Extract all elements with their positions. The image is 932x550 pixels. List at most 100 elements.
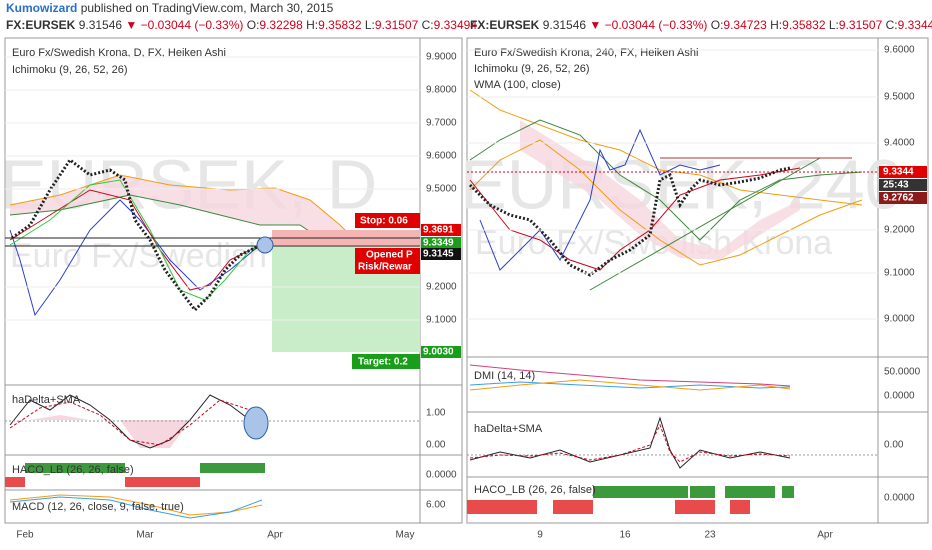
adx: [469, 364, 791, 387]
pane-axis: 0.00: [426, 440, 446, 451]
frame: [466, 37, 929, 524]
pane-axis: 0.00: [884, 440, 904, 451]
price-tick: 9.5000: [884, 92, 915, 103]
haco-down: [553, 500, 593, 514]
price-tick: 9.0000: [884, 314, 915, 325]
candles: [11, 157, 266, 313]
pane-label: DMI (14, 14): [474, 370, 535, 382]
haco-up: [725, 486, 775, 498]
time-tick: Apr: [267, 530, 283, 541]
time-tick: 16: [619, 530, 631, 541]
haco-down: [125, 477, 200, 487]
price-tag: [879, 179, 927, 191]
kijun: [469, 119, 863, 241]
sma: [9, 399, 263, 446]
price-tag: [421, 248, 461, 260]
target-box: [352, 354, 420, 369]
price-tick: 9.2000: [426, 282, 457, 293]
pane-axis: 1.00: [426, 408, 446, 419]
span-a: [9, 174, 366, 251]
pane-axis: 0.0000: [884, 493, 915, 504]
pane-label: haDelta+SMA: [474, 423, 543, 435]
price-tick: 9.2000: [884, 225, 915, 236]
indicator: WMA (100, close): [474, 79, 561, 91]
pane-axis: 6.00: [426, 500, 446, 511]
haco-up: [200, 463, 265, 473]
time-tick: Mar: [136, 530, 154, 541]
watermark: EURSEK, 240: [460, 145, 904, 223]
header: Kumowizard published on TradingView.com,…: [6, 1, 334, 15]
price-tag: [879, 166, 927, 178]
time-tick: Feb: [16, 530, 34, 541]
chart-title: Euro Fx/Swedish Krona, D, FX, Heiken Ash…: [12, 47, 226, 59]
marker: [256, 236, 274, 254]
target-price: 9.0030: [423, 347, 454, 358]
haco-up: [690, 486, 715, 498]
marker: [243, 406, 269, 440]
pane-axis: 50.0000: [884, 367, 921, 378]
haco-up: [782, 486, 794, 498]
span-a: [469, 89, 863, 206]
hadelta: [9, 394, 263, 449]
right-chart: EURSEK, 240 Euro Fx/Swedish Krona Euro F…: [460, 37, 929, 541]
pane-axis: 0.0000: [884, 391, 915, 402]
stop-price: 9.3691: [423, 225, 454, 236]
pane-label: HACO_LB (26, 26, false): [12, 464, 134, 476]
quote-left: FX:EURSEK 9.31546 ▼ −0.03044 (−0.33%) O:…: [6, 18, 477, 32]
stop-box: [355, 213, 420, 228]
price-tick: 9.9000: [426, 52, 457, 63]
left-chart: EURSEK, D Euro Fx/Swedish Krona Euro Fx/…: [0, 37, 463, 541]
price-tick: 9.4000: [884, 138, 915, 149]
time-tick: Apr: [817, 530, 833, 541]
price-tag: [421, 224, 461, 236]
haco-down: [5, 477, 25, 487]
kumo: [520, 120, 800, 260]
tenkan: [469, 167, 801, 271]
haco-down: [467, 500, 537, 514]
target-label: Target: 0.2: [358, 357, 408, 368]
span-b: [469, 139, 863, 266]
price-tick: 9.7000: [426, 118, 457, 129]
pane-label: MACD (12, 26, close, 9, false, true): [12, 501, 184, 513]
macd: [9, 496, 263, 519]
time-tick: 23: [704, 530, 716, 541]
frame: [4, 37, 463, 524]
price-tag: [421, 237, 461, 249]
di-minus: [469, 379, 791, 391]
pane-axis: 0.0000: [426, 470, 457, 481]
haco-up: [593, 486, 688, 498]
haco-up: [25, 463, 125, 473]
hadelta: [469, 416, 791, 469]
price-tick: 9.8000: [426, 85, 457, 96]
published: published on TradingView.com, March 30, …: [81, 1, 334, 15]
chikou: [479, 128, 721, 271]
price-tag: [879, 192, 927, 204]
delta-area: [10, 415, 190, 448]
indicator: Ichimoku (9, 26, 52, 26): [12, 64, 128, 76]
price-tick: 9.6000: [884, 45, 915, 56]
pane-label: haDelta+SMA: [12, 394, 81, 406]
price-tick: 9.1000: [884, 268, 915, 279]
price-tick: 9.5000: [426, 184, 457, 195]
kumo: [10, 175, 365, 262]
last-price: 9.3349: [423, 238, 454, 249]
time-tick: 9: [537, 530, 543, 541]
haco-down: [730, 500, 750, 514]
haco-down: [675, 500, 715, 514]
di-plus: [469, 381, 791, 389]
opened-box: [355, 248, 420, 274]
indicator: Ichimoku (9, 26, 52, 26): [474, 63, 590, 75]
price-tick: 9.1000: [426, 315, 457, 326]
opened-label: Opened P: [366, 250, 413, 261]
quote-right: FX:EURSEK 9.31546 ▼ −0.03044 (−0.33%) O:…: [470, 18, 932, 32]
risk-label: Risk/Rewar: [358, 262, 412, 273]
pane-label: HACO_LB (26, 26, false): [474, 484, 596, 496]
trendline: [589, 157, 821, 291]
countdown: 25:43: [883, 180, 909, 191]
tenkan: [9, 179, 266, 301]
close-price: 9.3145: [423, 249, 454, 260]
sma: [469, 423, 791, 463]
kumo-price: 9.2762: [883, 193, 914, 204]
author[interactable]: Kumowizard: [6, 1, 77, 15]
